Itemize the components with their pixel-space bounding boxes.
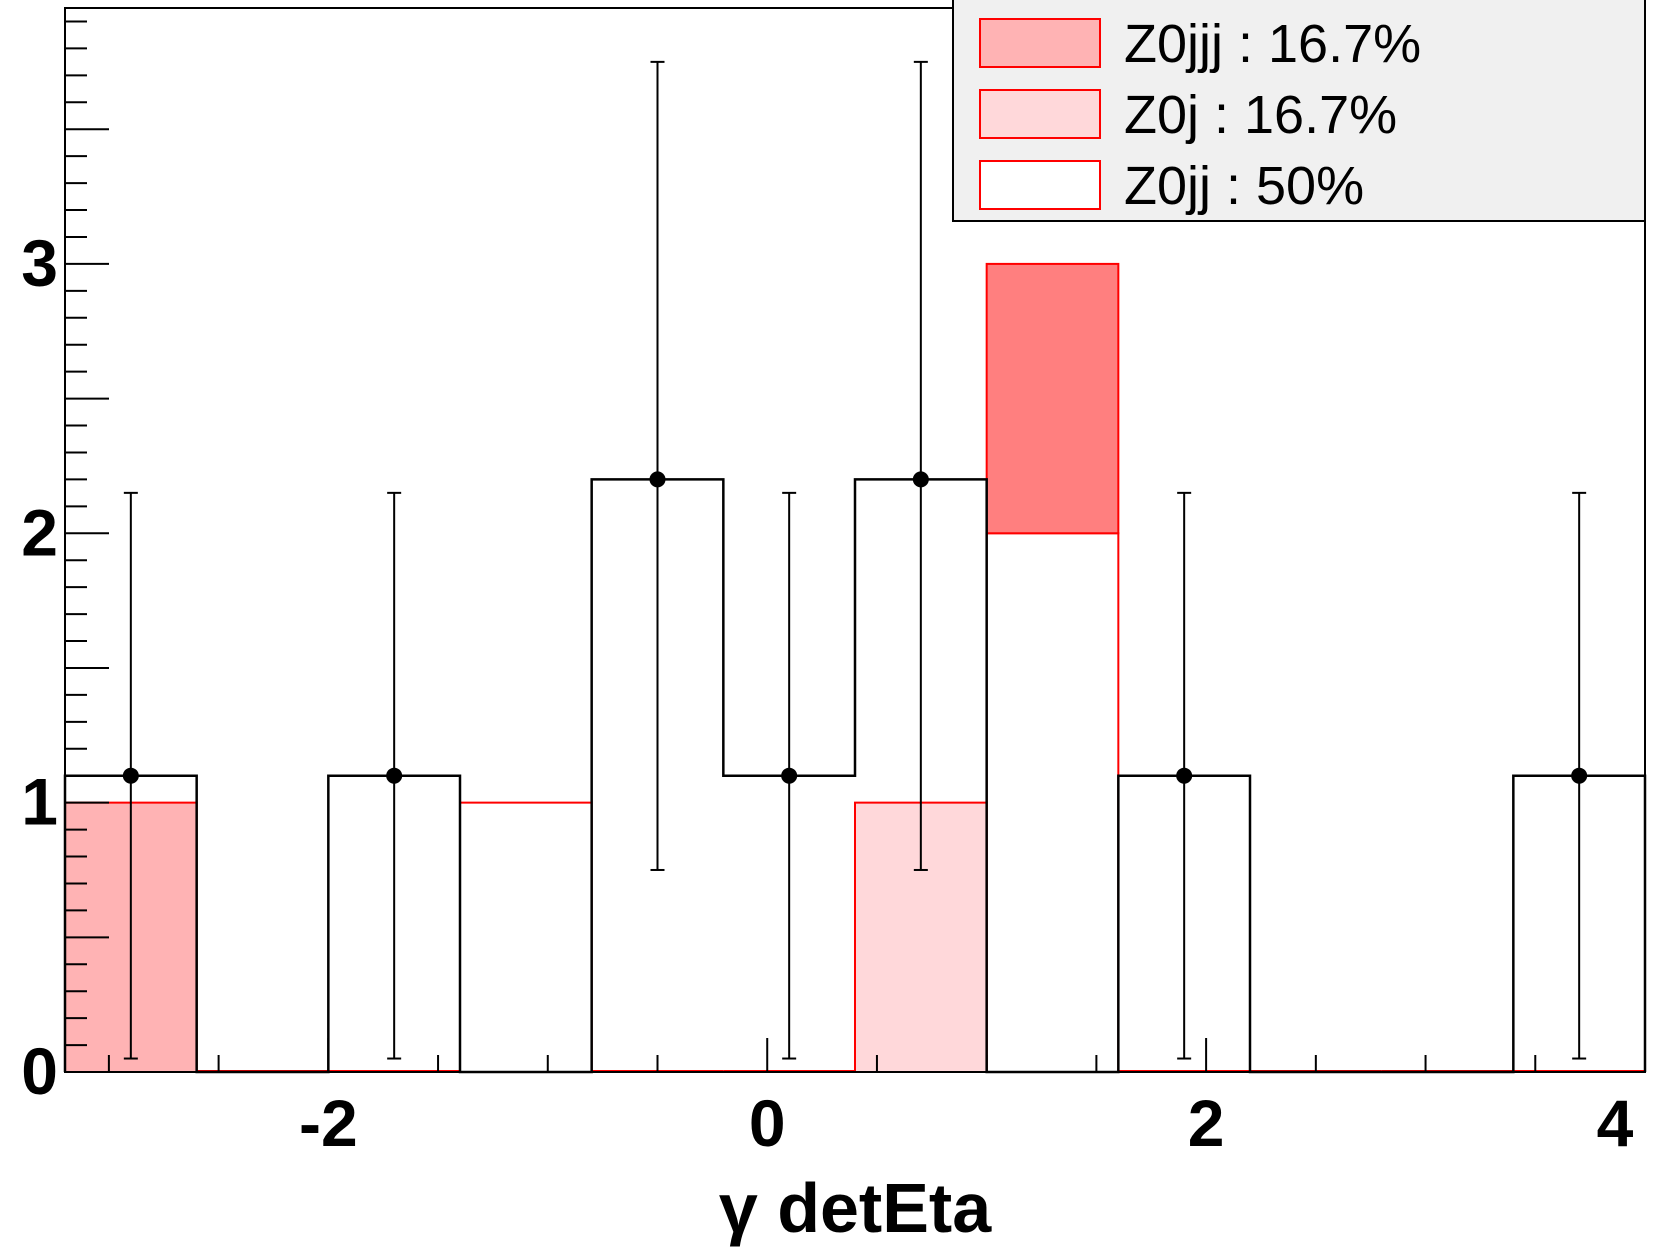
x-tick-labels: -2 0 2 4 — [299, 1086, 1634, 1160]
data-point-b11 — [1571, 767, 1588, 784]
data-point-b0 — [122, 767, 139, 784]
data-point-b6 — [912, 471, 929, 488]
legend-label-1: Z0j : 16.7% — [1124, 85, 1397, 145]
stack-bar-s0-b3 — [459, 801, 593, 1074]
legend-label-0: Z0jjj : 16.7% — [1124, 14, 1421, 74]
data-point-b5 — [781, 767, 798, 784]
x-tick-label: 0 — [749, 1086, 786, 1160]
y-tick-label: 3 — [21, 226, 58, 300]
x-tick-label: 2 — [1188, 1086, 1225, 1160]
x-axis-title: γ detEta — [719, 1169, 992, 1247]
stack-bar-s3-b7 — [985, 262, 1120, 535]
axis-ticks — [65, 20, 1646, 1073]
stack-bar-s0-b7 — [985, 532, 1120, 1073]
y-tick-labels: 0 1 2 3 — [21, 226, 58, 1108]
legend-label-2: Z0jj : 50% — [1124, 156, 1364, 216]
plot-frame — [64, 7, 1646, 1073]
data-point-b8 — [1176, 767, 1193, 784]
y-tick-label: 2 — [21, 495, 58, 569]
legend-swatch-1 — [979, 89, 1101, 139]
y-tick-label: 1 — [21, 765, 58, 839]
data-point-b2 — [386, 767, 403, 784]
x-tick-label: -2 — [299, 1086, 358, 1160]
legend-swatch-2 — [979, 160, 1101, 210]
y-tick-label: 0 — [21, 1034, 58, 1108]
x-tick-label: 4 — [1597, 1086, 1634, 1160]
legend-swatch-0 — [979, 18, 1101, 68]
data-point-b4 — [649, 471, 666, 488]
legend: Z0jjj : 16.7% Z0j : 16.7% Z0jj : 50% — [952, 0, 1646, 222]
